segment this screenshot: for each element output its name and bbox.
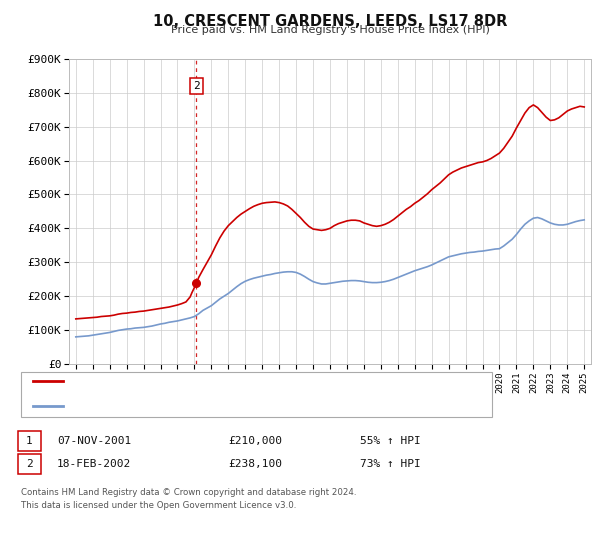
Text: £238,100: £238,100: [228, 459, 282, 469]
Text: This data is licensed under the Open Government Licence v3.0.: This data is licensed under the Open Gov…: [21, 501, 296, 510]
Text: HPI: Average price, detached house, Leeds: HPI: Average price, detached house, Leed…: [69, 401, 292, 411]
Text: 73% ↑ HPI: 73% ↑ HPI: [360, 459, 421, 469]
Text: Price paid vs. HM Land Registry's House Price Index (HPI): Price paid vs. HM Land Registry's House …: [170, 25, 490, 35]
Text: 55% ↑ HPI: 55% ↑ HPI: [360, 436, 421, 446]
Text: Contains HM Land Registry data © Crown copyright and database right 2024.: Contains HM Land Registry data © Crown c…: [21, 488, 356, 497]
Text: 1: 1: [26, 436, 33, 446]
Text: 10, CRESCENT GARDENS, LEEDS, LS17 8DR (detached house): 10, CRESCENT GARDENS, LEEDS, LS17 8DR (d…: [69, 376, 391, 386]
Text: 07-NOV-2001: 07-NOV-2001: [57, 436, 131, 446]
Text: 18-FEB-2002: 18-FEB-2002: [57, 459, 131, 469]
Text: 2: 2: [193, 81, 200, 91]
Text: 2: 2: [26, 459, 33, 469]
Text: 10, CRESCENT GARDENS, LEEDS, LS17 8DR: 10, CRESCENT GARDENS, LEEDS, LS17 8DR: [153, 14, 507, 29]
Text: £210,000: £210,000: [228, 436, 282, 446]
